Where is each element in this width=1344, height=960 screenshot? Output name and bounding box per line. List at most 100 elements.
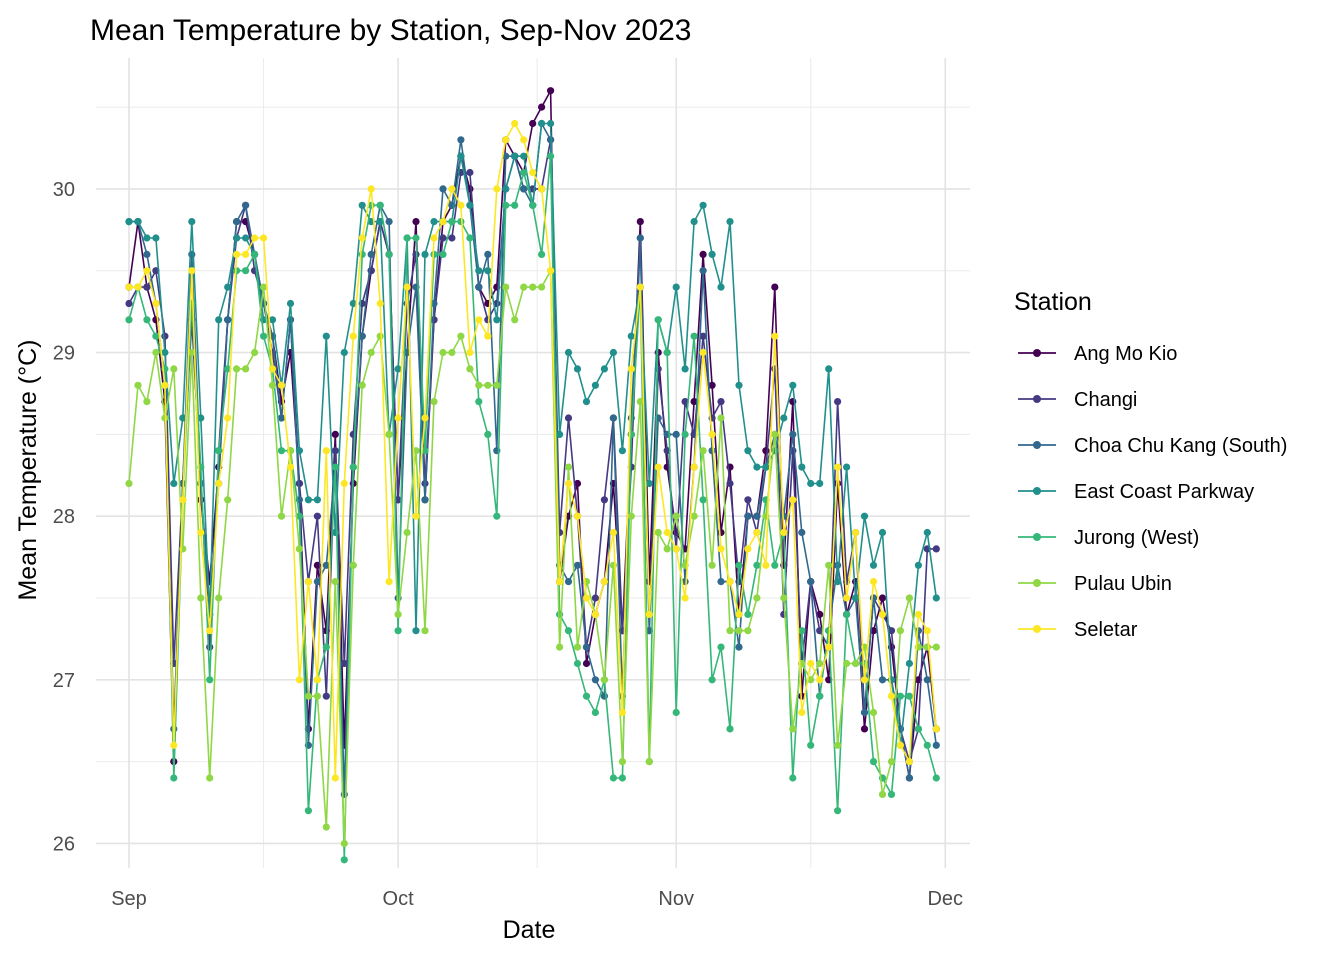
data-point bbox=[511, 201, 519, 209]
data-point bbox=[699, 447, 707, 455]
data-point bbox=[547, 87, 555, 95]
data-point bbox=[699, 332, 707, 340]
data-point bbox=[197, 594, 205, 602]
data-point bbox=[878, 610, 887, 619]
data-point bbox=[125, 283, 133, 291]
data-point bbox=[914, 725, 923, 733]
series-jurong-west bbox=[125, 152, 940, 864]
data-point bbox=[448, 185, 456, 193]
data-point bbox=[188, 299, 196, 308]
data-point bbox=[277, 447, 286, 455]
data-point bbox=[717, 578, 725, 586]
data-point bbox=[816, 610, 824, 619]
data-point bbox=[762, 447, 770, 455]
data-point bbox=[475, 267, 483, 275]
data-point bbox=[448, 348, 456, 357]
legend-key-point bbox=[1033, 625, 1041, 633]
data-point bbox=[744, 447, 752, 455]
data-point bbox=[564, 627, 573, 635]
data-point bbox=[538, 250, 546, 258]
data-point bbox=[188, 218, 196, 226]
legend-item-seletar: Seletar bbox=[1018, 619, 1138, 641]
data-point bbox=[618, 708, 627, 717]
data-point bbox=[843, 594, 851, 602]
data-point bbox=[771, 365, 779, 373]
data-point bbox=[816, 627, 824, 635]
data-point bbox=[762, 463, 770, 471]
data-point bbox=[385, 430, 393, 438]
data-point bbox=[654, 463, 662, 471]
x-tick-label: Nov bbox=[658, 888, 694, 910]
data-point bbox=[825, 365, 833, 373]
data-point bbox=[197, 528, 205, 537]
data-point bbox=[807, 659, 815, 668]
legend-label: Jurong (West) bbox=[1074, 527, 1199, 549]
data-point bbox=[618, 758, 627, 766]
data-point bbox=[439, 250, 447, 258]
data-point bbox=[484, 381, 492, 389]
data-point bbox=[242, 234, 250, 242]
data-point bbox=[681, 430, 689, 438]
data-point bbox=[789, 381, 797, 389]
data-point bbox=[690, 398, 698, 406]
data-point bbox=[340, 479, 348, 488]
data-point bbox=[690, 463, 698, 471]
data-point bbox=[224, 496, 232, 504]
data-point bbox=[564, 578, 573, 586]
data-point bbox=[331, 447, 339, 455]
data-point bbox=[932, 594, 940, 602]
data-point bbox=[206, 774, 214, 782]
data-point bbox=[825, 643, 833, 651]
data-point bbox=[735, 381, 743, 389]
data-point bbox=[349, 561, 357, 569]
series-line-choa-chu-kang-south bbox=[129, 122, 938, 796]
data-point bbox=[367, 348, 375, 357]
data-point bbox=[573, 512, 582, 520]
data-point bbox=[376, 201, 384, 209]
data-point bbox=[573, 659, 582, 668]
data-point bbox=[878, 594, 887, 602]
data-point bbox=[860, 725, 869, 733]
data-point bbox=[304, 692, 312, 700]
data-point bbox=[295, 545, 303, 553]
data-point bbox=[313, 692, 321, 700]
data-point bbox=[600, 496, 609, 504]
data-point bbox=[582, 643, 591, 651]
data-point bbox=[215, 479, 223, 488]
series-line-pulau-ubin bbox=[128, 269, 937, 845]
data-point bbox=[636, 218, 644, 226]
data-point bbox=[322, 561, 330, 569]
data-point bbox=[807, 741, 815, 749]
data-point bbox=[125, 218, 133, 226]
data-point bbox=[798, 463, 806, 471]
data-point bbox=[457, 218, 465, 226]
data-point bbox=[268, 365, 277, 373]
data-point bbox=[358, 250, 366, 258]
data-point bbox=[672, 430, 680, 438]
data-point bbox=[313, 512, 321, 520]
data-point bbox=[780, 414, 788, 422]
data-point bbox=[735, 561, 743, 569]
data-point bbox=[672, 708, 680, 717]
data-point bbox=[735, 627, 743, 635]
data-point bbox=[475, 381, 483, 389]
data-point bbox=[538, 283, 546, 291]
legend-label: Choa Chu Kang (South) bbox=[1074, 435, 1287, 457]
data-point bbox=[681, 594, 689, 602]
data-point bbox=[663, 528, 671, 537]
data-point bbox=[807, 676, 815, 684]
data-point bbox=[215, 594, 223, 602]
data-point bbox=[735, 610, 743, 619]
data-point bbox=[887, 692, 896, 700]
y-axis-ticks: 26 27 28 29 30 bbox=[53, 179, 75, 856]
data-point bbox=[331, 463, 339, 471]
legend-label: Changi bbox=[1074, 389, 1137, 411]
data-point bbox=[277, 381, 286, 389]
legend-key-point bbox=[1033, 533, 1041, 541]
data-point bbox=[358, 381, 366, 389]
data-point bbox=[726, 479, 734, 488]
data-point bbox=[618, 774, 627, 782]
data-point bbox=[161, 332, 169, 340]
data-point bbox=[331, 430, 339, 438]
data-point bbox=[260, 332, 268, 340]
